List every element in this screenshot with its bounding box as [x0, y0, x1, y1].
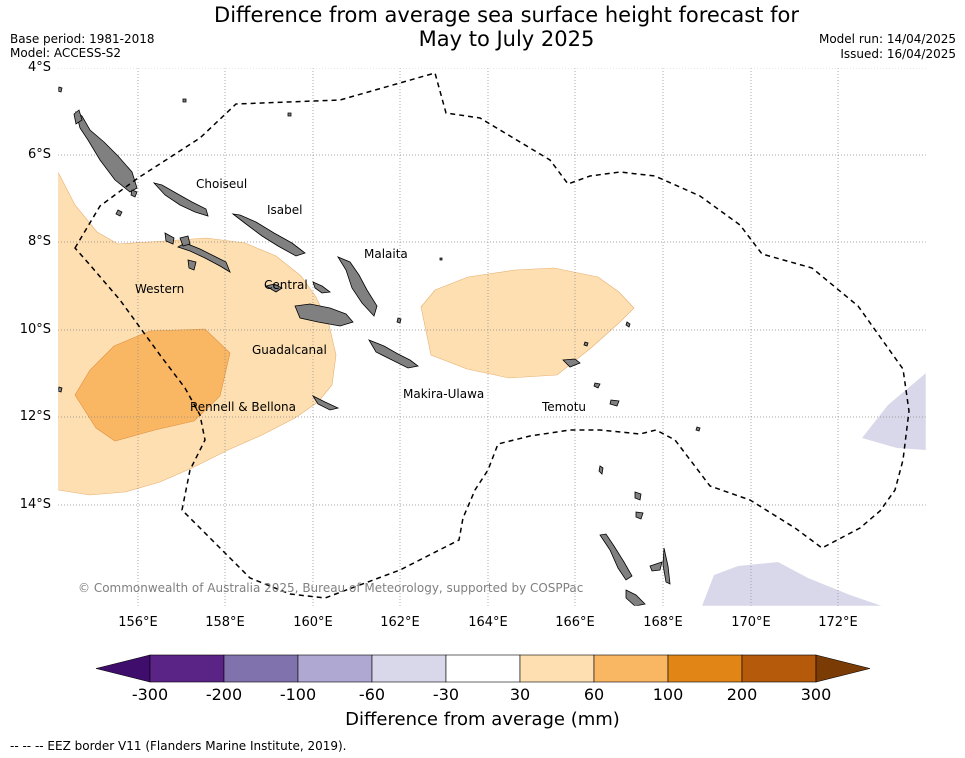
colorbar-box — [445, 654, 521, 683]
lat-tick-8s: 8°S — [27, 234, 51, 249]
base-period-text: Base period: 1981-2018 — [10, 32, 155, 46]
colorbar-box — [593, 654, 669, 683]
province-label-choiseul: Choiseul — [196, 177, 248, 191]
lon-tick-170e: 170°E — [731, 615, 771, 630]
eez-legend-text: -- -- -- EEZ border V11 (Flanders Marine… — [10, 739, 347, 753]
island-torres — [634, 491, 642, 501]
province-label-rennell-bellona: Rennell & Bellona — [190, 400, 297, 414]
model-name-text: Model: ACCESS-S2 — [10, 46, 122, 60]
island-small-2 — [287, 112, 292, 117]
issued-date-text: Issued: 16/04/2025 — [840, 47, 956, 61]
island-small-1 — [182, 98, 187, 103]
lat-tick-6s: 6°S — [27, 147, 51, 162]
island-banks — [635, 511, 644, 520]
forecast-map — [57, 67, 927, 607]
land-masses — [58, 86, 701, 606]
lat-tick-14s: 14°S — [19, 497, 51, 512]
island-rendova — [187, 259, 197, 271]
colorbar — [95, 654, 871, 683]
colorbar-tick-label: 300 — [800, 685, 832, 704]
island-bougainville — [75, 111, 138, 193]
colorbar-tick-label: -60 — [358, 685, 386, 704]
lon-tick-172e: 172°E — [818, 615, 858, 630]
colorbar-box — [519, 654, 595, 683]
island-central — [264, 283, 283, 293]
map-title-line-2: May to July 2025 — [418, 27, 595, 51]
colorbar-tick-label: -200 — [205, 685, 243, 704]
province-label-guadalcanal: Guadalcanal — [252, 343, 327, 357]
island-pentecost — [662, 547, 671, 585]
colorbar-title: Difference from average (mm) — [345, 709, 620, 730]
lon-tick-166e: 166°E — [555, 615, 595, 630]
lon-tick-168e: 168°E — [643, 615, 683, 630]
island-malaita — [337, 256, 378, 317]
colorbar-extend-high — [815, 654, 871, 683]
colorbar-box — [297, 654, 373, 683]
island-vanikoro — [609, 399, 620, 407]
island-vella-lavella — [164, 232, 175, 245]
province-label-western: Western — [135, 282, 185, 296]
island-treasury — [130, 189, 138, 198]
lat-tick-10s: 10°S — [19, 322, 51, 337]
colorbar-box — [371, 654, 447, 683]
island-small-4 — [58, 386, 63, 393]
island-espiritu-santo — [599, 533, 633, 581]
colorbar-box — [667, 654, 743, 683]
island-buka — [73, 109, 83, 125]
anomaly-30-60-east — [420, 267, 635, 379]
island-santa-cruz — [562, 358, 581, 368]
colorbar-extend-low — [95, 654, 151, 683]
graticule — [58, 68, 926, 606]
island-small-5 — [695, 426, 701, 432]
island-rennell — [311, 395, 340, 411]
province-label-isabel: Isabel — [267, 203, 303, 217]
province-label-makira-ulawa: Makira-Ulawa — [403, 387, 485, 401]
island-small-3 — [58, 86, 63, 93]
lon-tick-156e: 156°E — [118, 615, 158, 630]
colorbar-box — [223, 654, 299, 683]
colorbar-tick-label: 30 — [509, 685, 531, 704]
map-title-line-1: Difference from average sea surface heig… — [214, 3, 799, 27]
colorbar-box — [149, 654, 225, 683]
island-makira — [368, 339, 419, 369]
island-small-6 — [439, 257, 443, 261]
island-utupua — [593, 382, 601, 389]
colorbar-tick-label: 60 — [583, 685, 605, 704]
island-new-georgia — [177, 242, 231, 273]
copyright-text: © Commonwealth of Australia 2025, Bureau… — [78, 581, 584, 595]
colorbar-tick-label: 200 — [726, 685, 758, 704]
lon-tick-162e: 162°E — [380, 615, 420, 630]
island-choiseul — [152, 182, 209, 217]
island-shortland — [115, 209, 123, 217]
province-label-malaita: Malaita — [364, 247, 408, 261]
island-maewo — [649, 561, 663, 572]
lat-tick-4s: 4°S — [27, 60, 51, 75]
province-label-temotu: Temotu — [542, 400, 587, 414]
colorbar-tick-label: -100 — [279, 685, 317, 704]
lon-tick-164e: 164°E — [468, 615, 508, 630]
province-label-central: Central — [264, 278, 308, 292]
island-small-7 — [396, 317, 402, 324]
model-run-text: Model run: 14/04/2025 — [818, 32, 956, 46]
lat-tick-12s: 12°S — [19, 409, 51, 424]
anomaly-neg-southeast — [702, 562, 882, 606]
island-florida — [312, 281, 332, 294]
island-guadalcanal — [294, 303, 354, 327]
colorbar-tick-label: -30 — [432, 685, 460, 704]
island-isabel — [231, 213, 306, 257]
anomaly-neg-east — [862, 373, 926, 450]
colorbar-box — [741, 654, 817, 683]
colorbar-tick-label: -300 — [131, 685, 169, 704]
colorbar-tick-label: 100 — [652, 685, 684, 704]
island-kolombangara — [179, 235, 191, 247]
island-malekula — [625, 589, 646, 606]
island-small-8 — [625, 321, 631, 328]
eez-border — [74, 72, 910, 599]
lon-tick-160e: 160°E — [293, 615, 333, 630]
island-tikopia — [583, 341, 589, 347]
island-reef — [598, 465, 604, 475]
lon-tick-158e: 158°E — [205, 615, 245, 630]
